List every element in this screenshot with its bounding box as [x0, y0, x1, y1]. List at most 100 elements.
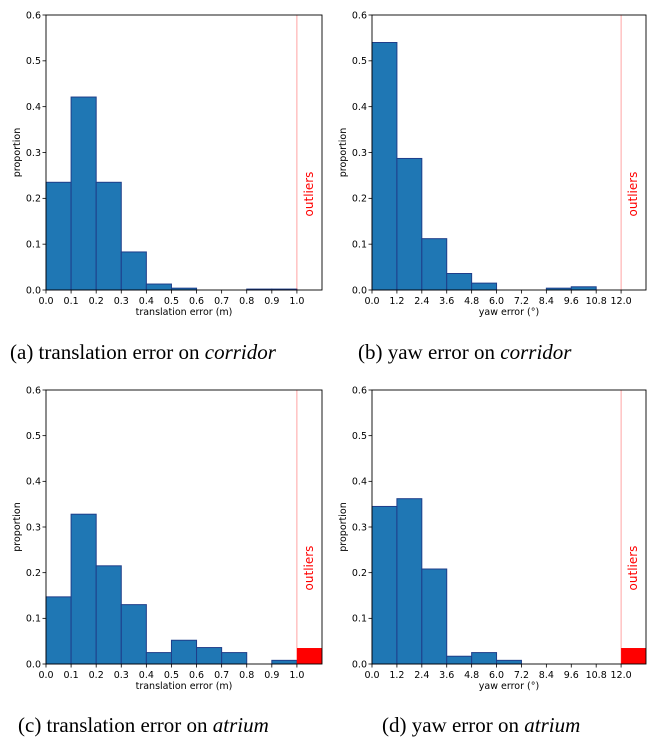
y-tick-label: 0.4 — [352, 477, 367, 488]
x-tick-label: 1.0 — [289, 296, 304, 307]
x-tick-label: 9.6 — [564, 670, 579, 681]
y-tick-label: 0.2 — [352, 568, 367, 579]
y-tick-label: 0.2 — [26, 194, 41, 205]
x-tick-label: 10.8 — [586, 296, 607, 307]
x-tick-label: 12.0 — [611, 670, 632, 681]
histogram-bar — [120, 251, 147, 291]
x-tick-label: 8.4 — [539, 670, 554, 681]
x-tick-label: 1.0 — [289, 670, 304, 681]
y-tick-label: 0.3 — [26, 148, 41, 159]
x-axis-label: translation error (m) — [136, 307, 233, 318]
y-tick-label: 0.0 — [352, 285, 367, 296]
x-tick-label: 2.4 — [414, 670, 429, 681]
x-tick-label: 1.2 — [389, 296, 404, 307]
y-tick-label: 0.6 — [352, 385, 367, 396]
chart-panel-2: outliers 0.0 0.1 0.2 0.3 0.4 0.5 0.6 0.0 1.2 2.4 3.… — [338, 10, 647, 364]
x-tick-label: 10.8 — [586, 670, 607, 681]
x-tick-label: 0.0 — [38, 670, 53, 681]
y-tick-label: 0.5 — [352, 431, 367, 442]
x-tick-label: 0.2 — [89, 296, 104, 307]
x-tick-label: 0.0 — [364, 296, 379, 307]
x-tick-label: 4.8 — [464, 670, 479, 681]
histogram-bar — [120, 604, 147, 665]
y-tick-label: 0.4 — [26, 477, 41, 488]
y-tick-label: 0.2 — [352, 194, 367, 205]
y-tick-label: 0.1 — [352, 614, 367, 625]
histogram-bar — [371, 42, 398, 291]
histogram-bar — [45, 596, 72, 665]
y-axis-label: proportion — [338, 128, 349, 178]
histogram-bar — [371, 505, 398, 665]
histogram-bar — [221, 652, 248, 665]
x-tick-label: 0.2 — [89, 670, 104, 681]
x-tick-label: 0.0 — [38, 296, 53, 307]
outliers-label: outliers — [626, 172, 640, 217]
subfigure-caption: (a) translation error on corridor — [10, 340, 277, 364]
histogram-bar — [95, 181, 122, 291]
histogram-bar — [570, 286, 597, 291]
y-tick-label: 0.4 — [352, 102, 367, 113]
histogram-bar — [396, 498, 423, 665]
y-tick-label: 0.0 — [26, 285, 41, 296]
x-tick-label: 0.4 — [139, 296, 154, 307]
x-axis-label: translation error (m) — [136, 681, 233, 692]
x-tick-label: 0.6 — [189, 296, 204, 307]
histogram-bar — [271, 659, 298, 665]
histogram-bar — [471, 652, 498, 665]
outliers-label: outliers — [626, 546, 640, 591]
x-tick-label: 0.1 — [64, 670, 79, 681]
outlier-bar — [296, 648, 322, 664]
x-tick-label: 0.1 — [64, 296, 79, 307]
x-tick-label: 1.2 — [389, 670, 404, 681]
y-tick-label: 0.0 — [26, 659, 41, 670]
x-tick-label: 7.2 — [514, 670, 529, 681]
histogram-bar — [446, 273, 473, 291]
histogram-bar — [421, 568, 448, 665]
chart-panel-3: outliers 0.0 0.1 0.2 0.3 0.4 0.5 0.6 0.0 0.1 0.2 0.… — [12, 385, 323, 737]
x-tick-label: 7.2 — [514, 296, 529, 307]
histogram-bar — [170, 639, 198, 665]
x-tick-label: 0.3 — [114, 670, 129, 681]
y-tick-label: 0.0 — [352, 659, 367, 670]
y-tick-label: 0.4 — [26, 102, 41, 113]
chart-panel-1: outliers 0.0 0.1 0.2 0.3 0.4 0.5 0.6 0.0 0.1 0.2 0.… — [10, 10, 323, 364]
y-tick-label: 0.3 — [352, 148, 367, 159]
y-tick-label: 0.5 — [26, 56, 41, 67]
subfigure-caption: (c) translation error on atrium — [18, 713, 269, 737]
y-tick-label: 0.6 — [352, 10, 367, 21]
chart-panel-4: outliers 0.0 0.1 0.2 0.3 0.4 0.5 0.6 0.0 1.2 2.4 3.… — [338, 385, 647, 737]
x-tick-label: 0.7 — [214, 670, 229, 681]
x-tick-label: 0.5 — [164, 670, 179, 681]
x-tick-label: 3.6 — [439, 670, 454, 681]
histogram-bar — [421, 238, 448, 291]
y-tick-label: 0.3 — [26, 522, 41, 533]
y-tick-label: 0.1 — [352, 239, 367, 250]
x-tick-label: 12.0 — [611, 296, 632, 307]
x-tick-label: 0.0 — [364, 670, 379, 681]
histogram-bar — [145, 283, 172, 291]
x-tick-label: 0.9 — [264, 296, 279, 307]
y-axis-label: proportion — [12, 128, 23, 178]
histogram-bar — [95, 565, 122, 665]
y-tick-label: 0.6 — [26, 385, 41, 396]
x-tick-label: 0.8 — [239, 296, 254, 307]
histogram-bar — [145, 652, 172, 665]
x-tick-label: 0.9 — [264, 670, 279, 681]
histogram-bar — [446, 655, 473, 665]
y-axis-label: proportion — [338, 502, 349, 552]
outliers-label: outliers — [302, 546, 316, 591]
outlier-bar — [621, 648, 646, 664]
y-tick-label: 0.5 — [352, 56, 367, 67]
y-axis-label: proportion — [12, 502, 23, 552]
y-tick-label: 0.5 — [26, 431, 41, 442]
x-tick-label: 6.0 — [489, 296, 504, 307]
x-tick-label: 6.0 — [489, 670, 504, 681]
y-tick-label: 0.1 — [26, 239, 41, 250]
y-tick-label: 0.6 — [26, 10, 41, 21]
y-tick-label: 0.2 — [26, 568, 41, 579]
x-tick-label: 4.8 — [464, 296, 479, 307]
x-tick-label: 0.6 — [189, 670, 204, 681]
outliers-label: outliers — [302, 172, 316, 217]
x-tick-label: 9.6 — [564, 296, 579, 307]
histogram-bar — [471, 282, 498, 291]
